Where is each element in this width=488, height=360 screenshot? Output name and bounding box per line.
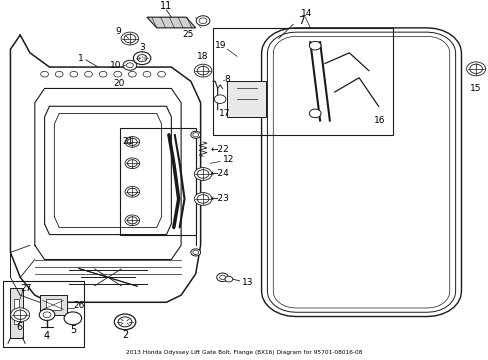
Text: 2013 Honda Odyssey Lift Gate Bolt, Flange (8X16) Diagram for 95701-08016-08: 2013 Honda Odyssey Lift Gate Bolt, Flang…	[126, 350, 362, 355]
Text: 25: 25	[182, 31, 193, 40]
Circle shape	[114, 71, 122, 77]
Bar	[3, 281, 83, 347]
Text: 9: 9	[116, 27, 122, 36]
Circle shape	[99, 71, 107, 77]
Text: 11: 11	[160, 1, 172, 12]
Text: ←22: ←22	[210, 144, 229, 153]
Text: 1: 1	[78, 54, 83, 63]
Circle shape	[197, 195, 208, 203]
Circle shape	[197, 170, 208, 178]
Text: 10: 10	[110, 61, 122, 70]
Text: 12: 12	[222, 155, 233, 164]
Circle shape	[194, 167, 211, 180]
Text: 21: 21	[122, 138, 134, 147]
Circle shape	[118, 317, 132, 327]
Polygon shape	[147, 17, 195, 28]
Circle shape	[11, 308, 30, 322]
Circle shape	[55, 71, 63, 77]
Circle shape	[214, 95, 225, 103]
Circle shape	[199, 18, 206, 24]
Text: 15: 15	[469, 84, 481, 93]
Circle shape	[84, 71, 92, 77]
Circle shape	[192, 132, 198, 137]
Bar	[40, 295, 66, 315]
Circle shape	[121, 32, 139, 45]
Circle shape	[190, 249, 200, 256]
Circle shape	[127, 138, 137, 145]
Bar	[14, 299, 19, 324]
Text: 2: 2	[122, 330, 128, 340]
Text: 3: 3	[139, 43, 144, 52]
Circle shape	[124, 34, 136, 43]
Circle shape	[114, 314, 136, 330]
Circle shape	[196, 16, 209, 26]
Circle shape	[14, 310, 26, 319]
Circle shape	[70, 71, 78, 77]
Text: ←23: ←23	[210, 194, 229, 203]
Text: 14: 14	[300, 9, 311, 18]
Circle shape	[466, 62, 485, 76]
Circle shape	[64, 312, 81, 325]
Text: 6: 6	[16, 322, 22, 332]
Circle shape	[126, 63, 133, 68]
Text: 4: 4	[44, 331, 50, 341]
Text: 13: 13	[242, 278, 253, 287]
Circle shape	[125, 158, 140, 168]
Bar	[10, 288, 22, 338]
Bar	[45, 300, 61, 310]
Circle shape	[137, 55, 147, 62]
Text: 26: 26	[74, 301, 85, 310]
Circle shape	[219, 275, 225, 279]
Circle shape	[192, 250, 198, 255]
Circle shape	[469, 64, 482, 73]
Bar	[227, 81, 266, 117]
Circle shape	[125, 186, 140, 197]
Circle shape	[309, 109, 321, 118]
Text: 20: 20	[113, 78, 125, 87]
Text: 5: 5	[70, 325, 76, 335]
Circle shape	[194, 64, 211, 77]
Text: 16: 16	[373, 116, 385, 125]
Circle shape	[143, 71, 151, 77]
Circle shape	[127, 188, 137, 195]
Circle shape	[194, 193, 211, 205]
Circle shape	[43, 312, 51, 318]
Circle shape	[41, 71, 48, 77]
Bar	[120, 128, 195, 235]
Circle shape	[127, 160, 137, 167]
Text: ←24: ←24	[210, 170, 229, 179]
Circle shape	[127, 217, 137, 224]
Circle shape	[158, 71, 165, 77]
Circle shape	[216, 273, 228, 282]
Circle shape	[224, 276, 232, 282]
Circle shape	[309, 41, 321, 50]
Bar	[212, 28, 392, 135]
Circle shape	[123, 60, 137, 70]
Text: 27: 27	[20, 284, 32, 293]
Text: 8: 8	[224, 75, 229, 84]
Circle shape	[197, 66, 208, 75]
Text: 18: 18	[197, 52, 208, 61]
Circle shape	[125, 215, 140, 226]
Circle shape	[128, 71, 136, 77]
Circle shape	[39, 309, 55, 320]
Circle shape	[133, 52, 151, 64]
Circle shape	[125, 136, 140, 147]
Text: 17: 17	[219, 109, 230, 118]
Text: 19: 19	[215, 41, 226, 50]
Circle shape	[190, 131, 200, 138]
Text: 7: 7	[298, 16, 304, 26]
